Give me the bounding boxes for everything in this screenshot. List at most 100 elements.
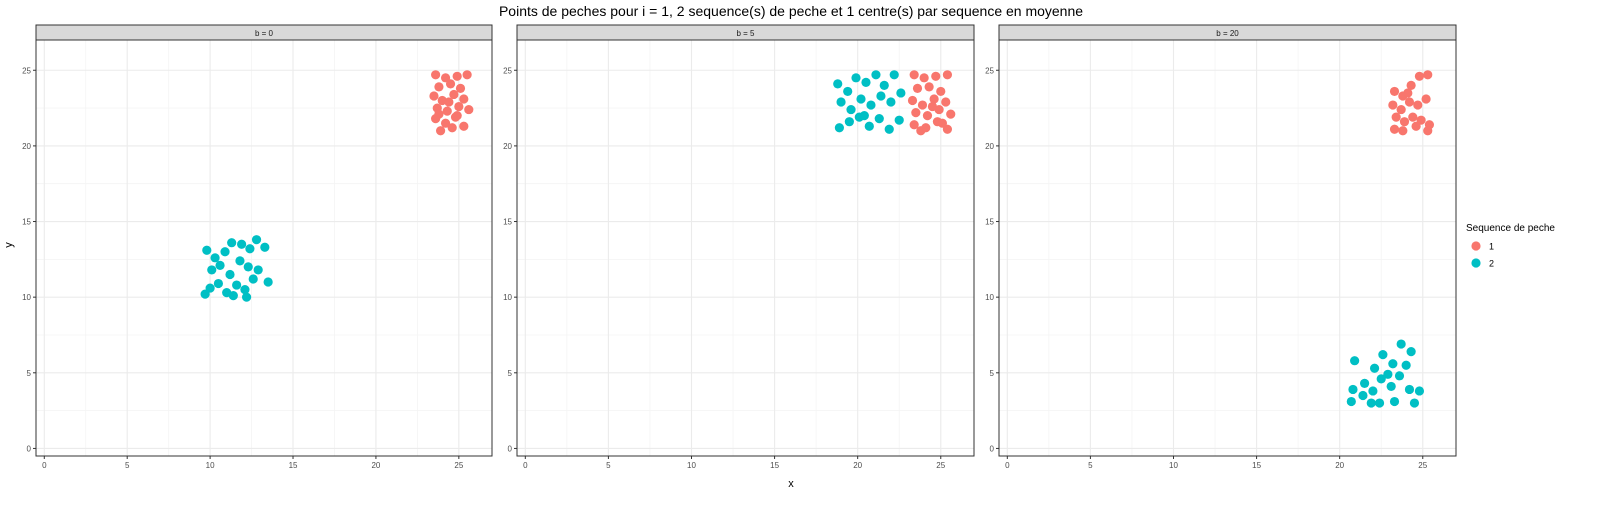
data-point-series-2	[1414, 386, 1425, 396]
data-point-series-1	[1388, 100, 1398, 110]
data-point-series-1	[435, 126, 446, 136]
data-point-series-2	[1389, 396, 1400, 407]
data-point-series-1	[462, 70, 472, 80]
data-point-series-1	[449, 89, 459, 100]
data-point-series-1	[445, 79, 456, 89]
data-point-series-2	[225, 269, 235, 280]
data-point-series-2	[884, 124, 894, 134]
x-tick-label: 20	[1335, 461, 1344, 470]
y-tick-label: 0	[508, 444, 513, 453]
data-point-series-1	[1396, 104, 1406, 115]
data-point-series-2	[1388, 359, 1398, 369]
data-point-series-2	[232, 280, 242, 290]
data-point-series-2	[894, 115, 904, 125]
data-point-series-2	[1406, 347, 1416, 357]
x-tick-label: 25	[936, 461, 945, 470]
data-point-series-2	[889, 70, 899, 80]
data-point-series-1	[942, 124, 953, 134]
x-tick-label: 0	[42, 461, 47, 470]
data-point-series-1	[459, 121, 469, 131]
data-point-series-2	[263, 277, 273, 287]
legend-key-2	[1471, 258, 1481, 268]
x-tick-label: 15	[1252, 461, 1261, 470]
data-point-series-1	[1423, 126, 1433, 136]
y-tick-label: 10	[22, 293, 31, 302]
data-point-series-2	[241, 292, 252, 302]
data-point-series-2	[856, 94, 866, 104]
data-point-series-1	[1423, 70, 1433, 80]
data-point-series-2	[844, 117, 854, 127]
data-point-series-1	[459, 94, 469, 104]
data-point-series-2	[866, 100, 876, 110]
data-point-series-2	[834, 123, 844, 133]
x-tick-label: 10	[1169, 461, 1178, 470]
facet-label: b = 20	[1216, 29, 1239, 38]
x-tick-label: 5	[125, 461, 130, 470]
data-point-series-2	[1404, 384, 1415, 395]
data-point-series-2	[846, 104, 856, 115]
facet-strip	[35, 24, 493, 41]
data-point-series-2	[253, 265, 263, 275]
y-tick-label: 5	[508, 369, 513, 378]
data-point-series-1	[922, 111, 933, 121]
data-point-series-1	[1416, 115, 1426, 125]
data-point-series-2	[1366, 398, 1376, 408]
data-point-series-1	[937, 118, 948, 128]
y-tick-label: 5	[27, 369, 32, 378]
x-tick-label: 20	[853, 461, 862, 470]
y-tick-label: 10	[985, 293, 994, 302]
data-point-series-2	[1358, 390, 1368, 401]
data-point-series-2	[237, 239, 247, 249]
data-point-series-1	[912, 83, 923, 94]
data-point-series-2	[1360, 378, 1370, 388]
data-point-series-1	[942, 70, 953, 80]
data-point-series-2	[843, 86, 853, 97]
data-point-series-1	[440, 73, 451, 83]
facet-label: b = 0	[255, 29, 274, 38]
x-tick-label: 25	[1418, 461, 1427, 470]
data-point-series-1	[1391, 112, 1401, 122]
y-tick-label: 5	[990, 369, 995, 378]
data-point-series-1	[429, 91, 439, 101]
data-point-series-2	[260, 242, 270, 252]
data-point-series-2	[1409, 398, 1420, 408]
x-tick-label: 0	[523, 461, 528, 470]
legend-key-1	[1471, 241, 1481, 251]
data-point-series-2	[200, 289, 210, 299]
data-point-series-2	[207, 265, 217, 275]
x-tick-label: 0	[1005, 461, 1010, 470]
data-point-series-2	[879, 80, 889, 90]
data-point-series-2	[235, 256, 245, 266]
data-point-series-1	[907, 95, 918, 106]
data-point-series-2	[1383, 369, 1393, 379]
y-tick-label: 25	[985, 66, 994, 75]
data-point-series-2	[833, 79, 843, 89]
data-point-series-2	[1378, 350, 1388, 360]
data-point-series-2	[871, 70, 881, 80]
y-tick-label: 20	[503, 142, 512, 151]
y-axis-label: y	[3, 242, 15, 248]
panel-background	[999, 40, 1456, 456]
data-point-series-2	[1401, 360, 1411, 370]
data-point-series-1	[1411, 121, 1421, 131]
data-point-series-2	[1386, 381, 1396, 392]
data-point-series-1	[434, 109, 444, 119]
data-point-series-1	[431, 70, 441, 80]
x-tick-label: 20	[371, 461, 380, 470]
data-point-series-2	[220, 247, 230, 257]
facet-strip	[998, 24, 1457, 41]
data-point-series-2	[202, 245, 212, 255]
data-point-series-2	[864, 121, 874, 131]
data-point-series-1	[911, 108, 921, 118]
data-point-series-1	[919, 73, 929, 83]
y-tick-label: 0	[990, 444, 995, 453]
data-point-series-1	[916, 126, 926, 136]
data-point-series-2	[243, 262, 253, 272]
data-point-series-2	[886, 97, 896, 107]
data-point-series-1	[927, 101, 938, 112]
x-tick-label: 10	[206, 461, 215, 470]
data-point-series-1	[447, 123, 457, 133]
x-tick-label: 15	[770, 461, 779, 470]
data-point-series-2	[1369, 363, 1380, 373]
data-point-series-1	[1421, 94, 1431, 104]
